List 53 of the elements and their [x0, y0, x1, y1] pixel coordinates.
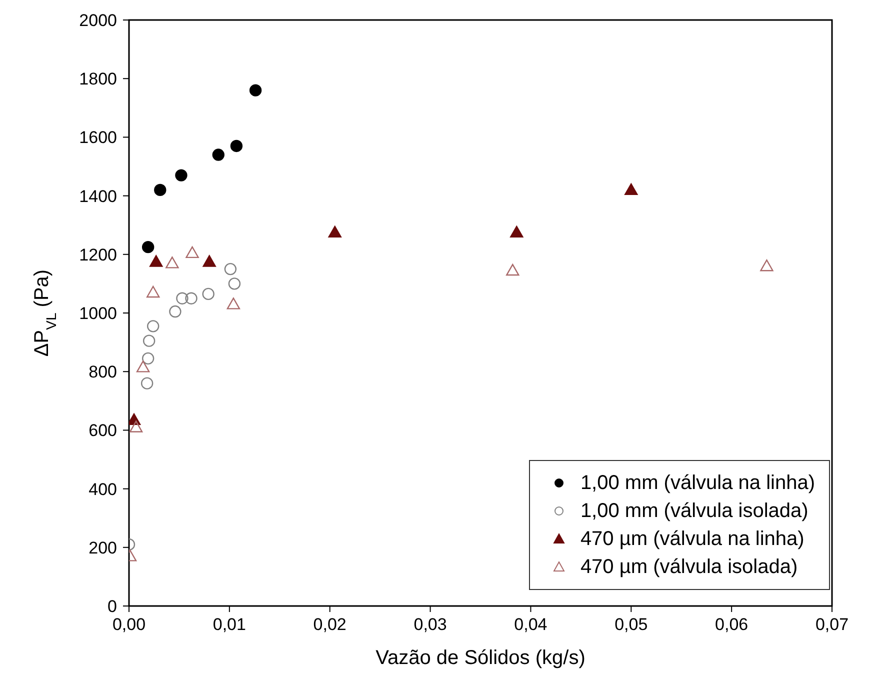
point	[150, 255, 163, 267]
legend-label: 470 µm (válvula na linha)	[580, 527, 804, 552]
point	[175, 169, 188, 182]
y-tick-label: 400	[88, 480, 117, 499]
point	[142, 352, 154, 365]
x-axis-title: Vazão de Sólidos (kg/s)	[376, 647, 586, 669]
point	[506, 264, 520, 276]
y-tick-label: 1000	[79, 304, 117, 323]
y-tick-label: 2000	[79, 11, 117, 30]
legend-label: 1,00 mm (válvula na linha)	[580, 471, 815, 496]
y-tick-label: 800	[88, 362, 117, 382]
y-tick-label: 1600	[79, 128, 117, 148]
x-tick-label: 0,02	[313, 615, 346, 634]
point	[249, 84, 262, 96]
point	[129, 420, 143, 432]
legend-label: 470 µm (válvula isolada)	[580, 555, 798, 580]
point	[228, 278, 241, 290]
point	[328, 226, 342, 238]
y-tick-label: 200	[88, 538, 117, 558]
point	[186, 246, 199, 258]
point	[147, 320, 160, 332]
point	[202, 255, 216, 267]
point	[226, 298, 240, 310]
y-tick-label: 0	[108, 597, 117, 616]
x-tick-label: 0,05	[614, 615, 648, 634]
point	[154, 184, 166, 196]
point	[212, 148, 224, 161]
point	[510, 226, 524, 238]
x-tick-label: 0,03	[414, 615, 447, 634]
point	[166, 256, 179, 268]
y-tick-label: 600	[88, 421, 117, 440]
point	[142, 240, 154, 254]
point	[760, 260, 774, 272]
x-tick-label: 0,04	[514, 615, 548, 634]
x-tick-label: 0,06	[715, 615, 748, 634]
point	[142, 334, 156, 347]
y-tick-label: 1400	[79, 186, 117, 206]
point	[169, 305, 182, 318]
y-tick-label: 1200	[79, 245, 117, 264]
x-tick-label: 0,00	[112, 615, 146, 634]
x-tick-label: 0,07	[815, 615, 849, 634]
point	[624, 183, 638, 196]
point	[230, 140, 243, 152]
legend-label: 1,00 mm (válvula isolada)	[580, 499, 808, 524]
y-tick-label: 1800	[79, 70, 117, 89]
point	[176, 292, 188, 304]
point	[136, 360, 150, 372]
point	[140, 377, 154, 390]
point	[185, 292, 198, 304]
point	[224, 262, 237, 276]
point	[146, 286, 160, 298]
x-tick-label: 0,01	[212, 615, 246, 634]
point	[202, 288, 214, 300]
